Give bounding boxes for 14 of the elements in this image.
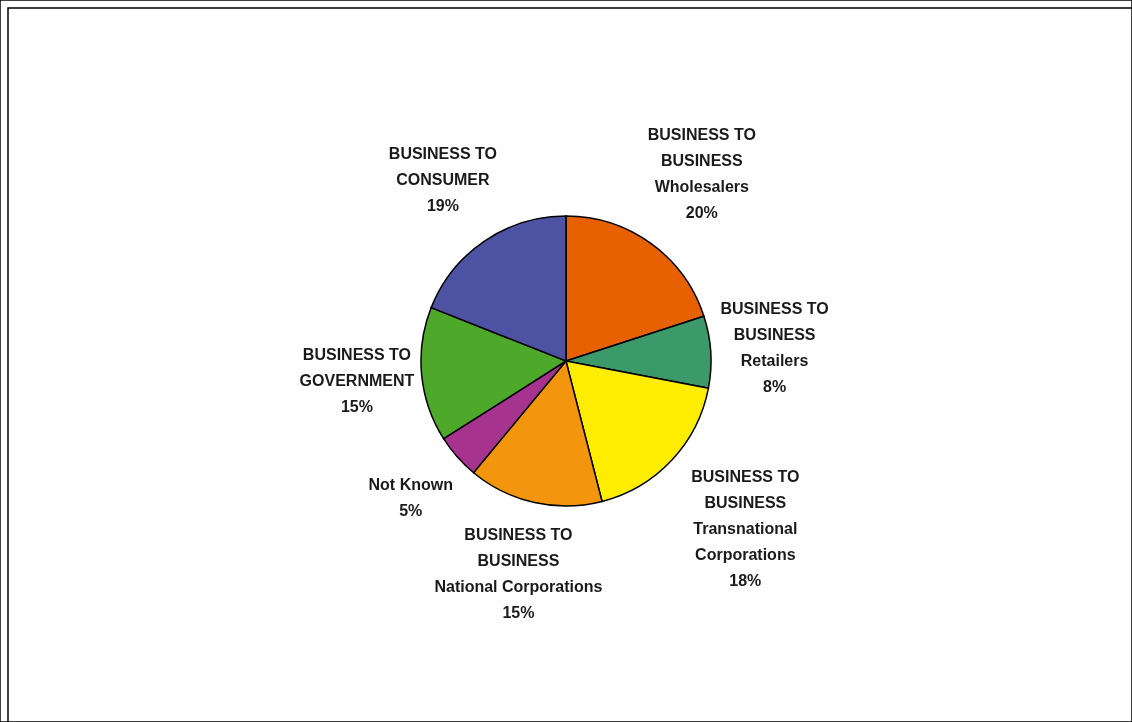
data-label: 5% (399, 501, 423, 519)
slice-label: BUSINESS TO CONSUMER (388, 144, 497, 188)
slice-label: BUSINESS TO BUSINESS Retailers (720, 299, 829, 369)
slice-label: BUSINESS TO BUSINESS Transnational Corporations (691, 468, 800, 564)
slice-label: BUSINESS TO BUSINESS Wholesalers (647, 126, 756, 196)
data-label: 18% (729, 572, 762, 590)
data-label: 8% (763, 377, 787, 395)
data-label: 19% (426, 196, 459, 214)
slice-label: BUSINESS TO BUSINESS National Corporations (434, 525, 603, 595)
slice-label: Not Known (368, 475, 453, 493)
data-label: 15% (340, 397, 373, 415)
slice-label: BUSINESS TO GOVERNMENT (299, 345, 415, 389)
data-label: 15% (502, 603, 535, 621)
data-label: 20% (685, 204, 718, 222)
